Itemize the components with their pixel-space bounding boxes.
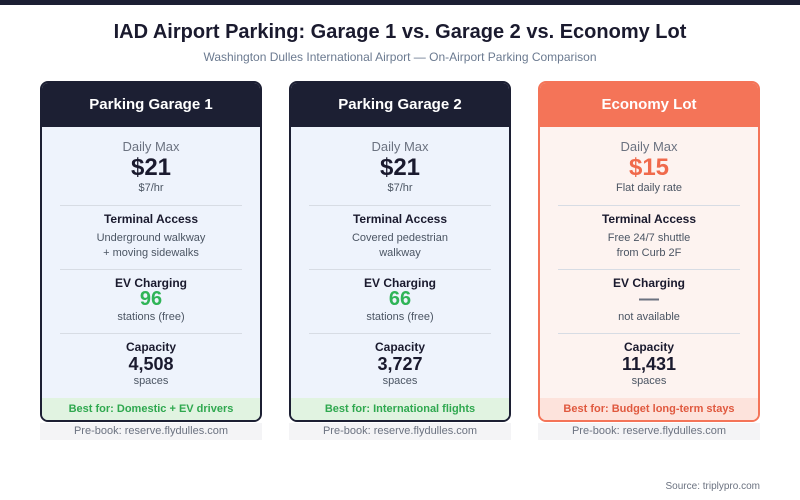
divider bbox=[558, 333, 740, 334]
title: IAD Airport Parking: Garage 1 vs. Garage… bbox=[113, 21, 687, 43]
subtitle: Washington Dulles International Airport … bbox=[203, 50, 597, 64]
ev-label: EV Charging bbox=[363, 276, 436, 290]
divider bbox=[558, 205, 740, 206]
capacity-unit: spaces bbox=[133, 375, 169, 387]
access-text: from Curb 2F bbox=[616, 247, 682, 259]
top-bar bbox=[0, 0, 800, 5]
ev-value: 96 bbox=[139, 288, 163, 310]
parking-card: Economy Lot Daily Max $15 Flat daily rate Te… bbox=[538, 81, 760, 422]
access-label: Terminal Access bbox=[103, 212, 199, 226]
price-label: Daily Max bbox=[620, 139, 678, 154]
price-value: $15 bbox=[628, 154, 670, 181]
card-header: Economy Lot bbox=[540, 83, 758, 127]
card-header: Parking Garage 1 bbox=[42, 83, 260, 127]
best-for: Best for: International flights bbox=[291, 398, 509, 420]
access-label: Terminal Access bbox=[352, 212, 448, 226]
best-for: Best for: Budget long-term stays bbox=[540, 398, 758, 420]
ev-value: 66 bbox=[388, 288, 412, 310]
price-value: $21 bbox=[130, 154, 172, 181]
capacity-value: 3,727 bbox=[377, 354, 423, 374]
access-text: Free 24/7 shuttle bbox=[607, 232, 691, 244]
prebook-link: Pre-book: reserve.flydulles.com bbox=[40, 423, 262, 440]
divider bbox=[309, 269, 491, 270]
prebook-link: Pre-book: reserve.flydulles.com bbox=[538, 423, 760, 440]
divider bbox=[60, 333, 242, 334]
access-text: + moving sidewalks bbox=[103, 247, 199, 259]
price-label: Daily Max bbox=[371, 139, 429, 154]
capacity-value: 4,508 bbox=[128, 354, 174, 374]
rate: $7/hr bbox=[138, 182, 164, 194]
prebook-link: Pre-book: reserve.flydulles.com bbox=[289, 423, 511, 440]
access-text: Underground walkway bbox=[96, 232, 206, 244]
source: Source: triplypro.com bbox=[665, 481, 760, 492]
capacity-unit: spaces bbox=[631, 375, 667, 387]
capacity-label: Capacity bbox=[623, 340, 675, 354]
capacity-value: 11,431 bbox=[621, 354, 677, 374]
rate: Flat daily rate bbox=[615, 182, 683, 194]
parking-card: Parking Garage 1 Daily Max $21 $7/hr Termina… bbox=[40, 81, 262, 422]
divider bbox=[309, 333, 491, 334]
divider bbox=[309, 205, 491, 206]
rate: $7/hr bbox=[387, 182, 413, 194]
access-text: Covered pedestrian bbox=[351, 232, 448, 244]
access-label: Terminal Access bbox=[601, 212, 697, 226]
price-value: $21 bbox=[379, 154, 421, 181]
ev-note: stations (free) bbox=[117, 311, 185, 323]
access-text: walkway bbox=[379, 247, 421, 259]
ev-label: EV Charging bbox=[612, 276, 685, 290]
parking-card: Parking Garage 2 Daily Max $21 $7/hr Termina… bbox=[289, 81, 511, 422]
best-for: Best for: Domestic + EV drivers bbox=[42, 398, 260, 420]
capacity-label: Capacity bbox=[125, 340, 177, 354]
card-header: Parking Garage 2 bbox=[291, 83, 509, 127]
divider bbox=[60, 205, 242, 206]
ev-note: stations (free) bbox=[366, 311, 434, 323]
divider bbox=[558, 269, 740, 270]
capacity-unit: spaces bbox=[382, 375, 418, 387]
capacity-label: Capacity bbox=[374, 340, 426, 354]
divider bbox=[60, 269, 242, 270]
ev-label: EV Charging bbox=[114, 276, 187, 290]
ev-note: not available bbox=[618, 311, 680, 323]
ev-value: — bbox=[639, 288, 659, 310]
price-label: Daily Max bbox=[122, 139, 180, 154]
